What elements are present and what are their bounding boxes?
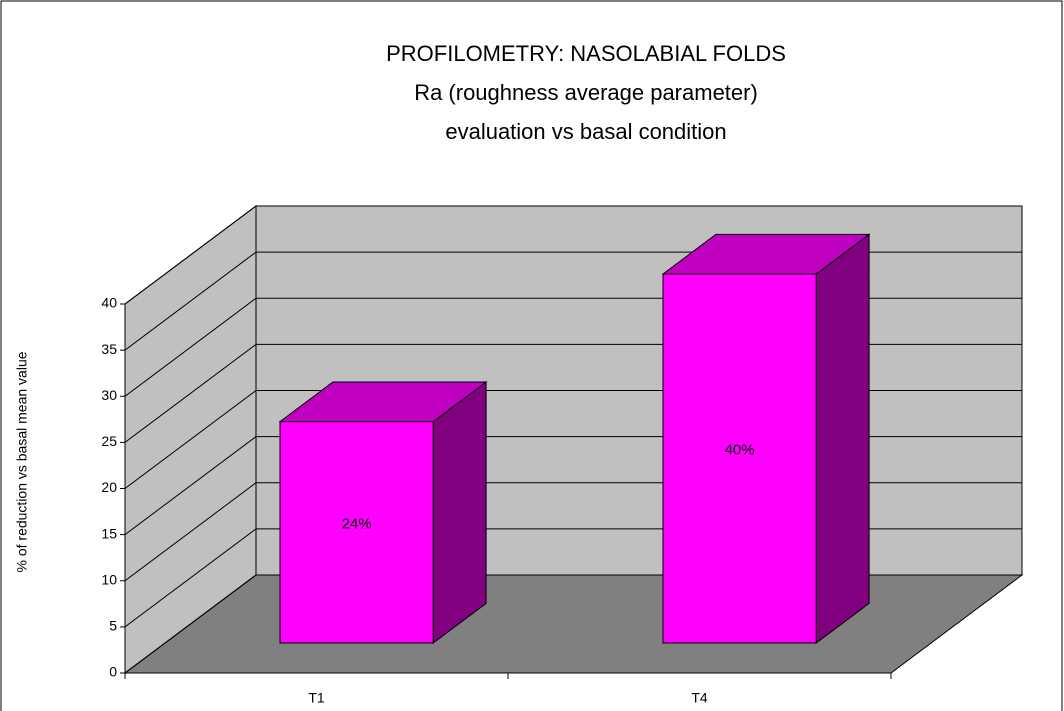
y-tick-label: 25 bbox=[101, 433, 117, 449]
y-tick-label: 35 bbox=[101, 341, 117, 357]
y-tick-label: 10 bbox=[101, 571, 117, 587]
y-tick-label: 0 bbox=[109, 664, 117, 680]
floor bbox=[123, 574, 1024, 674]
x-tick-label: T4 bbox=[691, 690, 708, 706]
data-label: 40% bbox=[725, 441, 755, 458]
bar bbox=[662, 273, 817, 644]
y-tick-label: 20 bbox=[101, 479, 117, 495]
y-tick-label: 30 bbox=[101, 387, 117, 403]
x-tick-label: T1 bbox=[308, 690, 325, 706]
chart-subtitle: evaluation vs basal condition bbox=[445, 119, 726, 144]
bar-side bbox=[432, 381, 487, 644]
data-label: 24% bbox=[342, 515, 372, 532]
bar-side bbox=[815, 233, 870, 644]
chart-subtitle: Ra (roughness average parameter) bbox=[414, 80, 758, 105]
y-axis-label: % of reduction vs basal mean value bbox=[14, 351, 30, 572]
chart-title: PROFILOMETRY: NASOLABIAL FOLDS bbox=[386, 41, 786, 66]
y-tick-label: 5 bbox=[109, 618, 117, 634]
grid-line bbox=[124, 205, 1022, 305]
bar bbox=[279, 421, 434, 644]
y-tick-label: 15 bbox=[101, 525, 117, 541]
y-tick-label: 40 bbox=[101, 295, 117, 311]
